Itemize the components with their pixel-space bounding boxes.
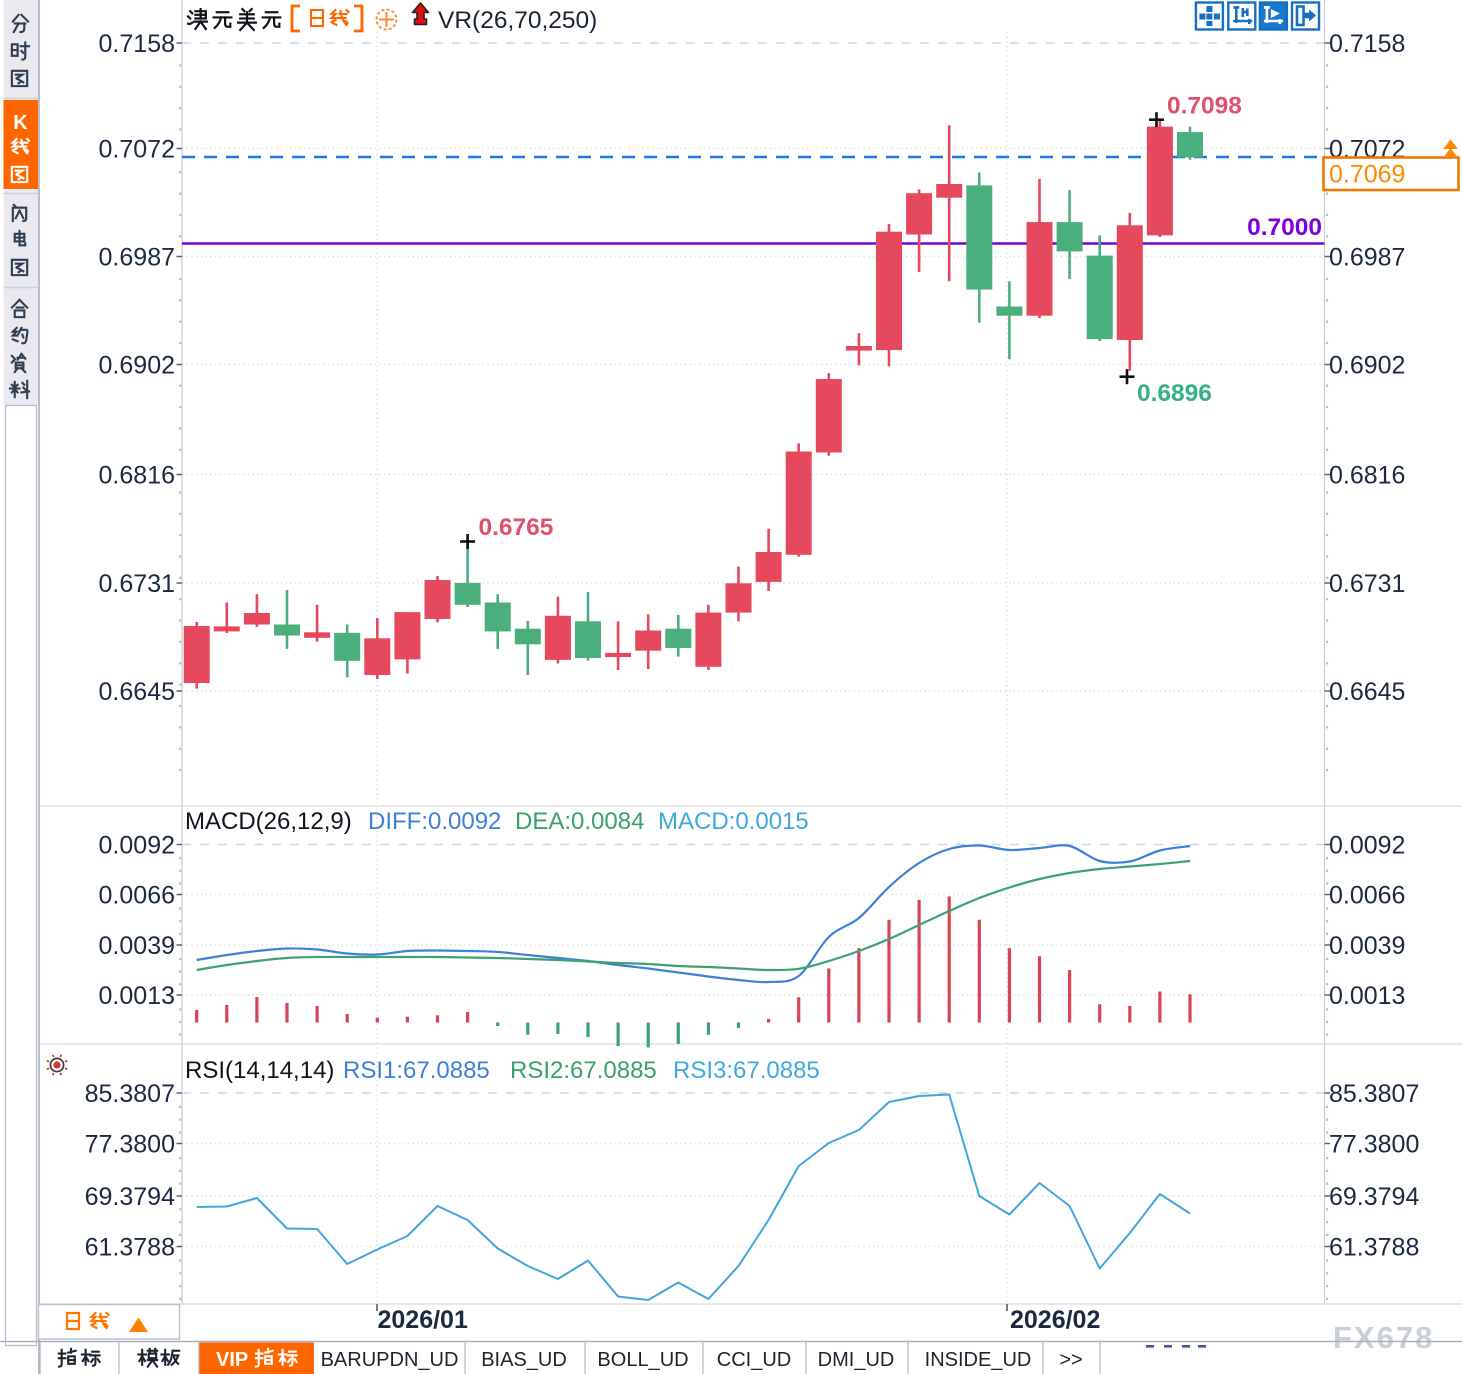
svg-text:>>: >> [1059,1349,1082,1371]
svg-text:0.0039: 0.0039 [1329,932,1405,960]
svg-text:0.0092: 0.0092 [1329,831,1405,859]
svg-text:RSI2:67.0885: RSI2:67.0885 [510,1057,657,1084]
svg-text:0.6731: 0.6731 [1329,570,1405,598]
svg-text:0.0066: 0.0066 [99,881,175,909]
svg-text:RSI(14,14,14): RSI(14,14,14) [185,1057,334,1084]
svg-text:0.6645: 0.6645 [99,678,175,706]
svg-text:VR(26,70,250): VR(26,70,250) [438,7,597,34]
svg-text:61.3788: 61.3788 [85,1233,175,1261]
svg-text:INSIDE_UD: INSIDE_UD [925,1349,1032,1371]
svg-text:0.0013: 0.0013 [99,982,175,1010]
svg-text:VIP: VIP [216,1349,248,1371]
svg-text:61.3788: 61.3788 [1329,1233,1419,1261]
svg-text:77.3800: 77.3800 [85,1130,175,1158]
svg-text:0.6765: 0.6765 [479,514,554,541]
svg-text:0.6816: 0.6816 [1329,461,1405,489]
svg-text:0.7158: 0.7158 [1329,30,1405,58]
svg-text:RSI3:67.0885: RSI3:67.0885 [673,1057,820,1084]
svg-text:0.6987: 0.6987 [99,243,175,271]
svg-text:85.3807: 85.3807 [1329,1080,1419,1108]
svg-text:0.6987: 0.6987 [1329,243,1405,271]
svg-text:CCI_UD: CCI_UD [717,1349,791,1371]
svg-text:DEA:0.0084: DEA:0.0084 [515,808,644,835]
svg-text:69.3794: 69.3794 [85,1183,175,1211]
svg-text:0.7000: 0.7000 [1247,214,1322,241]
svg-text:DMI_UD: DMI_UD [818,1349,895,1371]
svg-text:DIFF:0.0092: DIFF:0.0092 [368,808,501,835]
svg-text:MACD:0.0015: MACD:0.0015 [658,808,809,835]
svg-text:0.6816: 0.6816 [99,461,175,489]
svg-text:RSI1:67.0885: RSI1:67.0885 [343,1057,490,1084]
svg-text:0.0013: 0.0013 [1329,982,1405,1010]
svg-text:69.3794: 69.3794 [1329,1183,1419,1211]
svg-text:0.6902: 0.6902 [1329,351,1405,379]
svg-text:0.7069: 0.7069 [1329,161,1405,189]
svg-text:0.6731: 0.6731 [99,570,175,598]
svg-text:2026/02: 2026/02 [1010,1306,1100,1334]
svg-text:85.3807: 85.3807 [85,1080,175,1108]
svg-text:FX678: FX678 [1333,1320,1434,1355]
svg-text:0.0039: 0.0039 [99,932,175,960]
svg-text:BIAS_UD: BIAS_UD [481,1349,567,1371]
svg-text:BOLL_UD: BOLL_UD [597,1349,688,1371]
svg-text:0.7158: 0.7158 [99,30,175,58]
svg-text:0.6896: 0.6896 [1137,380,1212,407]
svg-text:2026/01: 2026/01 [378,1306,468,1334]
svg-text:0.6645: 0.6645 [1329,678,1405,706]
svg-text:K: K [13,112,28,134]
svg-text:0.0092: 0.0092 [99,831,175,859]
svg-text:0.7072: 0.7072 [99,135,175,163]
svg-text:77.3800: 77.3800 [1329,1130,1419,1158]
svg-text:0.7098: 0.7098 [1167,93,1242,120]
svg-text:MACD(26,12,9): MACD(26,12,9) [185,808,352,835]
svg-text:BARUPDN_UD: BARUPDN_UD [321,1349,459,1371]
svg-text:0.0066: 0.0066 [1329,881,1405,909]
svg-text:0.6902: 0.6902 [99,351,175,379]
